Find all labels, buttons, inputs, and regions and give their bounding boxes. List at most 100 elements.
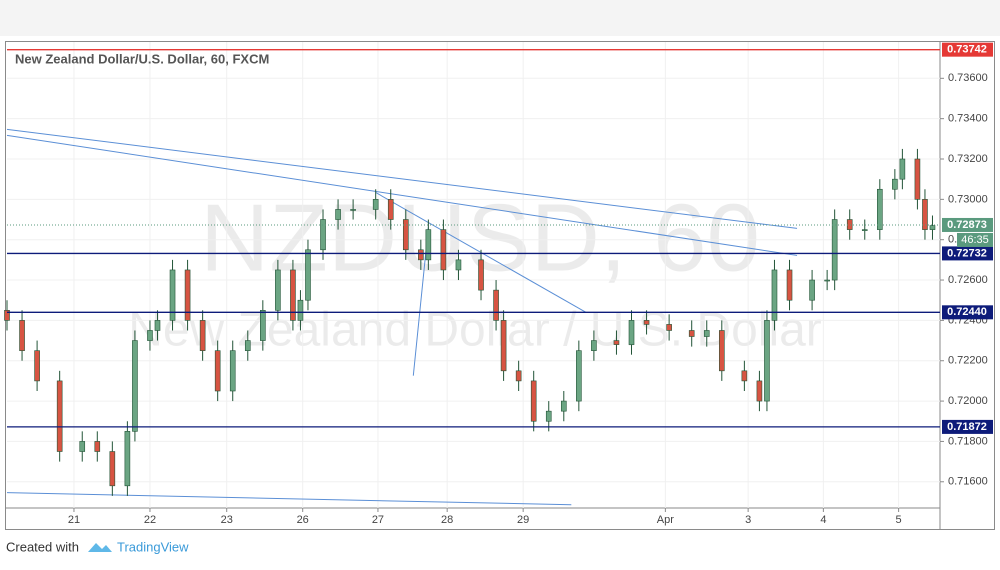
- x-tick-label: 28: [441, 514, 453, 526]
- candle-body: [350, 209, 356, 211]
- candle-body: [756, 380, 763, 402]
- candle-body: [184, 269, 191, 321]
- y-tick-label: 0.73000: [948, 193, 988, 205]
- footer-text: Created with: [6, 539, 79, 554]
- candle-body: [718, 330, 725, 372]
- candle-body: [154, 320, 161, 331]
- candle-body: [764, 320, 770, 402]
- chart-title: New Zealand Dollar/U.S. Dollar, 60, FXCM: [15, 51, 269, 66]
- candle-body: [169, 269, 176, 321]
- level-label: 0.71872: [947, 421, 987, 433]
- candle-body: [79, 441, 86, 452]
- candle-body: [515, 370, 522, 382]
- y-tick-label: 0.71800: [948, 435, 988, 447]
- trendline: [6, 128, 798, 229]
- candle-body: [335, 209, 341, 220]
- y-tick-label: 0.72000: [948, 395, 988, 407]
- y-tick-label: 0.71600: [948, 476, 988, 488]
- candle-body: [199, 320, 206, 351]
- candle-body: [425, 229, 432, 261]
- grid: [7, 42, 940, 508]
- x-tick-label: 3: [745, 514, 751, 526]
- tradingview-logo: [88, 543, 112, 552]
- level-label-box: [942, 42, 993, 57]
- candle-body: [628, 320, 635, 345]
- candle-body: [387, 199, 394, 220]
- level-label-box: [942, 305, 993, 320]
- trendline: [6, 492, 572, 506]
- level-label: 0.73742: [947, 44, 987, 56]
- candle-body: [19, 320, 25, 351]
- candle-body: [500, 320, 507, 372]
- candle-body: [109, 451, 116, 487]
- candle-body: [124, 431, 131, 487]
- candle-body: [244, 340, 251, 351]
- candle-body: [440, 229, 447, 271]
- candle-body: [877, 188, 883, 230]
- candle-body: [545, 410, 552, 422]
- candle-body: [899, 158, 906, 180]
- candle-body: [94, 441, 101, 452]
- candle-body: [229, 350, 236, 392]
- y-tick-label: 0.73200: [948, 153, 988, 165]
- candle-body: [703, 330, 710, 337]
- axes: 0.716000.718000.720000.722000.724000.726…: [68, 42, 993, 526]
- top-bar: [0, 0, 1000, 36]
- x-tick-label: 29: [517, 514, 529, 526]
- candle-body: [786, 269, 793, 301]
- x-tick-label: 21: [68, 514, 80, 526]
- candle-body: [530, 380, 537, 422]
- candle-body: [576, 350, 582, 402]
- candle-body: [861, 229, 868, 231]
- candle-body: [418, 249, 424, 261]
- x-tick-label: 22: [144, 514, 156, 526]
- candle-body: [147, 330, 153, 341]
- candle-body: [824, 279, 830, 282]
- x-tick-label: 23: [221, 514, 233, 526]
- x-tick-label: Apr: [657, 514, 674, 526]
- level-label-box: [942, 246, 993, 261]
- candle-body: [305, 249, 311, 301]
- trendline: [6, 134, 798, 256]
- candle-body: [260, 310, 266, 341]
- candle-body: [914, 158, 921, 200]
- y-tick-label: 0.73400: [948, 113, 988, 125]
- candle-body: [771, 269, 778, 321]
- footer-brand[interactable]: TradingView: [117, 539, 189, 554]
- candle-body: [290, 269, 296, 321]
- level-label: 0.72440: [947, 306, 987, 318]
- candle-body: [56, 380, 63, 452]
- x-tick-label: 4: [820, 514, 826, 526]
- candle-body: [741, 370, 748, 382]
- countdown-label: 46:35: [961, 234, 989, 246]
- candle-body: [929, 225, 936, 230]
- candle-body: [34, 350, 40, 382]
- x-tick-label: 27: [372, 514, 384, 526]
- candle-body: [132, 340, 138, 432]
- candle-body: [402, 219, 409, 251]
- last-price-label: 0.72873: [947, 219, 987, 231]
- candle-body: [320, 219, 326, 251]
- candle-body: [372, 199, 379, 210]
- candle-body: [809, 279, 815, 301]
- candle-body: [560, 400, 567, 412]
- candle-body: [275, 269, 281, 311]
- level-label: 0.72732: [947, 247, 987, 259]
- candle-body: [666, 324, 672, 331]
- y-tick-label: 0.73600: [948, 72, 988, 84]
- candle-body: [4, 310, 10, 321]
- candle-body: [214, 350, 221, 392]
- plot: [4, 49, 940, 506]
- candle-body: [493, 289, 499, 321]
- candle-body: [643, 320, 650, 325]
- candle-body: [613, 340, 620, 345]
- countdown-box: [957, 232, 993, 247]
- candle-body: [688, 330, 695, 337]
- level-label-box: [942, 419, 993, 434]
- x-tick-label: 5: [896, 514, 902, 526]
- candle-body: [831, 219, 838, 281]
- candle-body: [478, 259, 484, 291]
- y-tick-label: 0.72200: [948, 355, 988, 367]
